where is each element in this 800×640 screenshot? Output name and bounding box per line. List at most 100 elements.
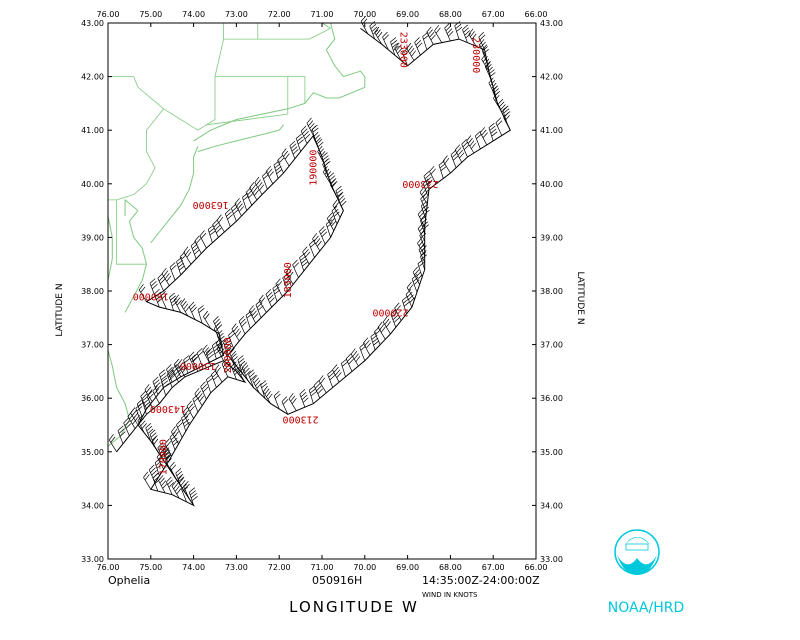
y-tick-label-left: 34.00 (81, 501, 104, 510)
x-tick-label-bottom: 73.00 (225, 563, 248, 572)
wind-barb (454, 21, 463, 40)
coastline-segment (150, 146, 199, 244)
y-tick-label-right: 33.00 (540, 555, 563, 564)
wind-barb (188, 301, 197, 320)
wind-barb (183, 246, 192, 265)
wind-barb (228, 330, 236, 349)
y-tick-label-right: 38.00 (540, 287, 563, 296)
state-border (116, 199, 147, 265)
coastline-segment (197, 124, 284, 153)
wind-barb (254, 176, 264, 195)
wind-barb (313, 380, 323, 399)
wind-barb (206, 348, 215, 367)
x-tick-label-top: 66.00 (525, 10, 548, 19)
wind-barb (157, 273, 166, 292)
wind-barb (495, 117, 503, 136)
wind-barb (474, 130, 482, 150)
wind-barb (158, 475, 168, 494)
wind-barb (230, 361, 241, 380)
coastline-segment (124, 198, 139, 216)
y-tick-label-right: 41.00 (540, 126, 563, 135)
axis-ticks-layer: 76.00 76.00 75.00 75.00 74.00 74.00 73.00 73.00… (81, 10, 563, 572)
wind-barb (203, 310, 211, 329)
wind-barb (194, 235, 202, 254)
wind-barb (322, 166, 331, 184)
wind-barb (229, 348, 237, 367)
wind-barb (149, 429, 158, 448)
wind-barb (127, 410, 138, 429)
wind-barb (382, 316, 391, 335)
wind-barb (171, 426, 179, 444)
wind-barb (173, 294, 182, 313)
date-code: 050916H (312, 574, 362, 587)
wind-barb (143, 471, 152, 490)
wind-barb (331, 206, 340, 225)
time-label: 143000 (150, 403, 186, 414)
wind-barb (169, 461, 177, 480)
wind-barb (234, 198, 245, 217)
wind-barb (450, 149, 459, 168)
wind-barb (322, 159, 329, 178)
coastline-segment (107, 215, 113, 281)
wind-barb (169, 432, 179, 451)
wind-barb (265, 165, 274, 184)
wind-barb (308, 385, 317, 404)
wind-barb (108, 434, 117, 452)
wind-barb (138, 283, 147, 302)
y-axis-label-right: LATITUDE N (575, 271, 585, 324)
wind-barb (130, 407, 140, 426)
wind-barb (299, 252, 309, 272)
wind-barb (159, 369, 167, 388)
wind-barb (207, 224, 216, 243)
wind-barb (140, 390, 148, 410)
agency-label: NOAA/HRD (608, 600, 685, 616)
time-label: 160000 (133, 290, 169, 301)
time-label: 230000 (470, 37, 481, 73)
wind-barb (177, 474, 186, 493)
wind-barb (153, 289, 164, 308)
wind-barb (319, 226, 328, 245)
wind-barb (197, 305, 205, 324)
y-tick-label-left: 33.00 (81, 555, 104, 564)
wind-barb (175, 468, 185, 487)
wind-barb (420, 201, 430, 220)
y-tick-label-right: 34.00 (540, 501, 563, 510)
wind-barb (406, 281, 415, 300)
y-tick-label-right: 42.00 (540, 73, 563, 82)
wind-barb (265, 289, 275, 308)
wind-barb (369, 21, 379, 40)
wind-barb (141, 396, 151, 415)
wind-barb (466, 135, 476, 154)
wind-barb (411, 274, 420, 293)
wind-barb (492, 85, 501, 104)
wind-barb (302, 246, 311, 265)
y-tick-label-right: 39.00 (540, 233, 563, 242)
wind-barb (405, 289, 415, 308)
wind-barb (318, 375, 327, 393)
wind-barb (149, 278, 158, 297)
x-tick-label-top: 67.00 (482, 10, 505, 19)
state-border (206, 113, 288, 126)
wind-barb (145, 423, 154, 442)
wind-barb (206, 374, 214, 393)
wind-barb (422, 31, 430, 50)
x-tick-label-bottom: 72.00 (268, 563, 291, 572)
wind-barb (406, 42, 416, 61)
wind-barb (417, 208, 426, 227)
wind-barb (390, 309, 400, 328)
wind-barb (273, 160, 283, 179)
wind-barb (200, 381, 209, 400)
wind-barb (169, 292, 178, 311)
wind-barb (321, 152, 331, 171)
wind-barb (238, 315, 247, 335)
wind-barb (248, 369, 257, 388)
wind-barb (123, 417, 132, 436)
time-label: 213000 (283, 414, 319, 425)
wind-barb (260, 380, 268, 399)
wind-barb (190, 240, 200, 259)
wind-barb (374, 26, 383, 45)
wind-barb (230, 203, 239, 222)
x-tick-label-bottom: 67.00 (482, 563, 505, 572)
wind-barb (224, 208, 233, 227)
